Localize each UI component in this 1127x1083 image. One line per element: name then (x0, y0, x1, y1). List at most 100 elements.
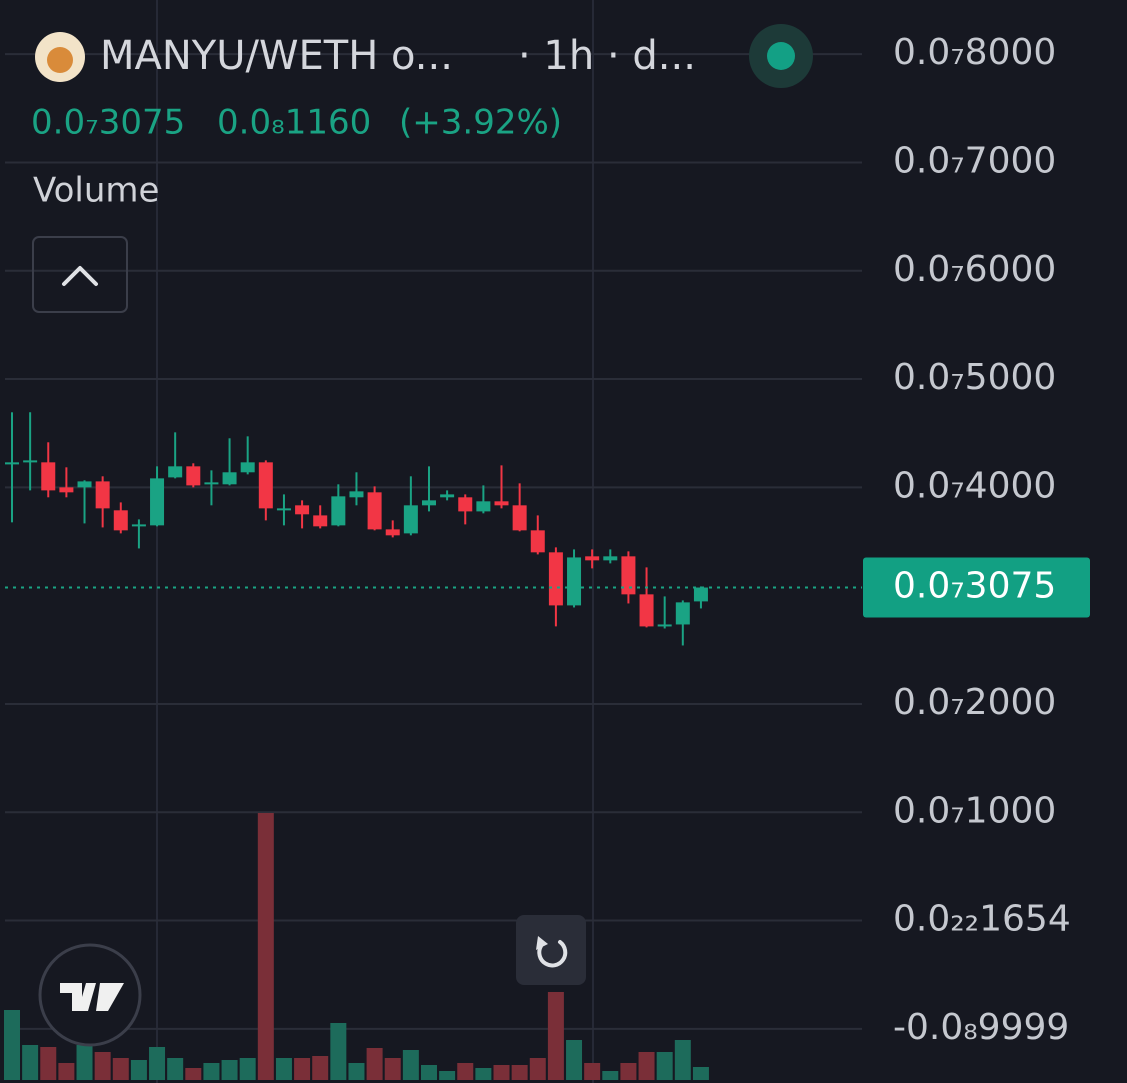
candle-body (240, 462, 255, 473)
collapse-button[interactable] (32, 236, 128, 313)
volume-bar (511, 1065, 528, 1080)
candle-body (603, 556, 618, 561)
candle-body (440, 494, 455, 498)
volume-bar (566, 1040, 583, 1080)
y-tick-label: 0.0₇1000 (893, 790, 1056, 831)
candle-body (621, 556, 636, 595)
y-tick-label: 0.0₇4000 (893, 465, 1056, 506)
change: 0.0₈1160 (217, 103, 371, 143)
volume-label: Volume (33, 171, 159, 211)
candle-body (403, 505, 418, 534)
reset-button[interactable] (516, 915, 586, 985)
last-price-label: 0.0₇3075 (893, 566, 1056, 607)
candle-body (530, 530, 545, 553)
candle-body (458, 497, 473, 512)
volume-bar (112, 1058, 129, 1080)
candle-body (23, 460, 38, 463)
candle-body (367, 492, 382, 530)
candle-body (77, 481, 92, 488)
volume-bar (312, 1056, 329, 1080)
candle-body (5, 462, 19, 465)
y-tick-label: 0.0₇8000 (893, 32, 1056, 73)
volume-bar (40, 1047, 57, 1080)
volume-bar (475, 1068, 492, 1080)
volume-bar (402, 1050, 419, 1080)
tv-logo-mark (60, 983, 124, 1011)
volume-bar (439, 1071, 456, 1080)
candle-body (512, 505, 527, 531)
candle-body (385, 529, 400, 536)
volume-bar (620, 1063, 637, 1080)
volume-bar (493, 1065, 510, 1080)
candle-body (113, 510, 128, 531)
volume-bar (149, 1047, 166, 1080)
candle-body (295, 505, 310, 515)
candle-body (204, 482, 219, 485)
candle-body (59, 487, 74, 493)
candle-body (693, 587, 708, 602)
candle-body (168, 466, 183, 478)
candle-body (276, 508, 291, 511)
volume-bar (457, 1063, 474, 1080)
y-tick-label: -0.0₈9999 (893, 1007, 1069, 1048)
candle-body (494, 501, 509, 506)
volume-bar (547, 992, 564, 1080)
volume-bar (330, 1023, 347, 1080)
candle-body (95, 481, 110, 509)
candle-body (313, 515, 328, 527)
volume-layer (4, 813, 709, 1080)
candle-body (675, 602, 690, 625)
candle-body (41, 462, 56, 491)
volume-bar (167, 1058, 184, 1080)
y-tick-label: 0.0₇5000 (893, 357, 1056, 398)
volume-bar (638, 1052, 655, 1080)
symbol: MANYU/WETH o... (100, 33, 453, 79)
chevron-icon (62, 266, 98, 286)
reset-icon (537, 940, 568, 968)
y-tick-label: 0.0₇2000 (893, 682, 1056, 723)
candle-body (657, 624, 672, 627)
volume-bar (656, 1052, 673, 1080)
volume-bar (22, 1045, 39, 1080)
volume-bar (130, 1060, 147, 1080)
candle-body (639, 594, 654, 627)
candle-layer (5, 412, 708, 646)
candle-body (222, 472, 237, 485)
volume-bar (185, 1068, 202, 1080)
status-dot (767, 42, 795, 70)
volume-bar (76, 1045, 93, 1080)
volume-bar (239, 1058, 256, 1080)
volume-bar (58, 1063, 75, 1080)
volume-bar (294, 1058, 311, 1080)
candle-body (186, 466, 201, 486)
candle-body (567, 557, 582, 606)
y-tick-label: 0.0₂₂1654 (893, 899, 1071, 940)
volume-bar (384, 1058, 401, 1080)
grid (5, 53, 862, 1030)
last-price-badge (863, 557, 1090, 618)
volume-bar (4, 1010, 20, 1080)
volume-bar (692, 1067, 709, 1080)
volume-bar (203, 1063, 220, 1080)
candle-body (548, 552, 563, 606)
volume-bar (94, 1052, 111, 1080)
y-tick-label: 0.0₇6000 (893, 249, 1056, 290)
change-percent: (+3.92%) (399, 103, 562, 143)
volume-bar (221, 1060, 238, 1080)
candle-body (585, 556, 600, 561)
token-avatar-face (47, 47, 73, 73)
volume-bar (584, 1063, 601, 1080)
y-tick-label: 0.0₇7000 (893, 140, 1056, 181)
candle-body (349, 491, 364, 498)
volume-bar (529, 1058, 546, 1080)
volume-bar (275, 1058, 292, 1080)
volume-bar (602, 1071, 619, 1080)
candle-body (476, 501, 491, 512)
interval: · 1h · d... (518, 33, 696, 79)
price: 0.0₇3075 (31, 103, 185, 143)
volume-bar (348, 1063, 365, 1080)
volume-bar (366, 1048, 383, 1080)
candle-body (131, 524, 146, 527)
